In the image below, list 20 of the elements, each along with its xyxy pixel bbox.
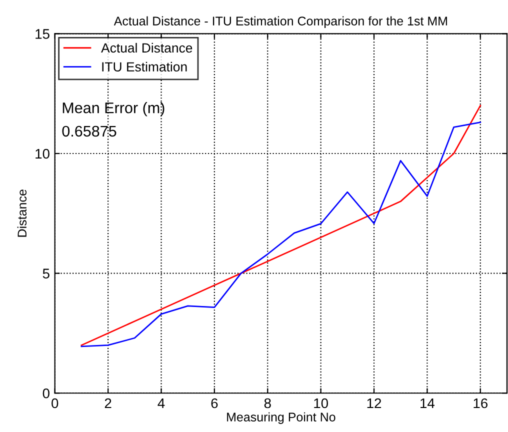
x-tick-label: 16 (474, 398, 488, 408)
y-tick-label: 5 (42, 268, 50, 278)
x-tick-label: 14 (420, 398, 435, 408)
x-tick-label: 0 (52, 398, 58, 408)
x-tick-label: 8 (264, 398, 271, 408)
x-axis-title: Measuring Point No (227, 412, 336, 424)
legend-label: Actual Distance (101, 42, 192, 53)
x-tick-label: 4 (158, 398, 165, 408)
chart-title: Actual Distance - ITU Estimation Comparison for the 1st MM (114, 16, 447, 28)
y-tick-label: 15 (36, 29, 50, 39)
y-axis-title: Distance (17, 190, 27, 237)
annotation: 0.65875 (62, 126, 116, 137)
x-tick-label: 10 (314, 398, 328, 408)
y-tick-label: 10 (36, 148, 50, 159)
legend-label: ITU Estimation (102, 62, 187, 72)
x-tick-label: 12 (367, 398, 382, 408)
y-tick-label: 0 (42, 388, 50, 398)
annotation: Mean Error (m) (62, 102, 164, 116)
x-tick-label: 2 (104, 398, 112, 408)
x-tick-label: 6 (211, 398, 218, 408)
